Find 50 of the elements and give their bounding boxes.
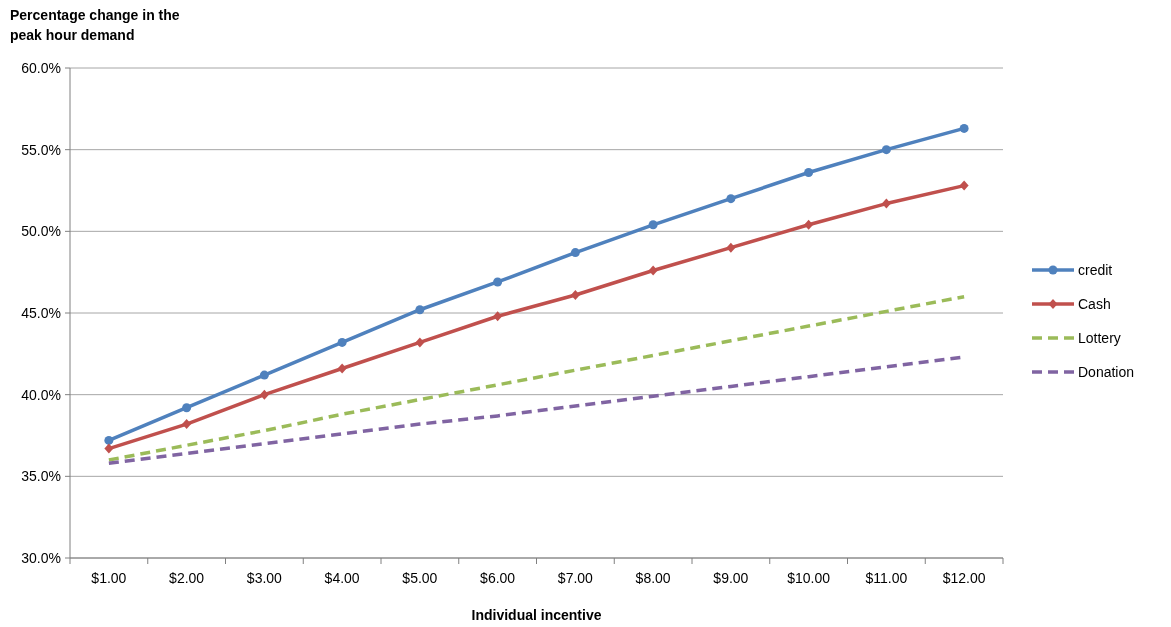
- point: [881, 145, 891, 155]
- point: [959, 123, 969, 133]
- point: [337, 337, 347, 347]
- point: [493, 311, 503, 322]
- point: [337, 363, 347, 374]
- y-tick-label: 50.0%: [21, 223, 61, 240]
- x-tick-label: $4.00: [324, 570, 360, 586]
- point: [726, 242, 736, 253]
- y-tick-label: 60.0%: [21, 59, 61, 76]
- legend-label: Donation: [1078, 363, 1135, 380]
- x-tick-label: $12.00: [942, 570, 986, 586]
- x-tick-label: $6.00: [480, 570, 516, 586]
- point: [881, 198, 891, 209]
- point: [259, 370, 269, 380]
- x-tick-label: $11.00: [865, 570, 908, 586]
- x-tick-label: $9.00: [713, 570, 749, 586]
- point: [804, 219, 814, 230]
- point: [959, 180, 969, 191]
- point: [648, 220, 658, 230]
- y-tick-label: 55.0%: [21, 141, 61, 158]
- x-tick-label: $7.00: [557, 570, 594, 586]
- legend-label: credit: [1078, 261, 1113, 278]
- legend-label: Lottery: [1078, 329, 1121, 346]
- point: [570, 248, 580, 258]
- legend-label: Cash: [1078, 295, 1111, 312]
- point: [570, 290, 580, 301]
- point: [493, 277, 503, 287]
- y-tick-label: 35.0%: [21, 468, 61, 485]
- point: [726, 194, 736, 204]
- y-axis-title: Percentage change in the peak hour demand: [10, 7, 180, 43]
- y-tick-label: 45.0%: [21, 304, 61, 321]
- x-tick-label: $1.00: [91, 570, 127, 586]
- x-axis-title: Individual incentive: [471, 607, 602, 623]
- x-tick-label: $3.00: [246, 570, 283, 586]
- x-tick-label: $2.00: [169, 570, 205, 586]
- point: [648, 265, 658, 276]
- point: [182, 419, 192, 430]
- point: [804, 168, 814, 178]
- point: [259, 389, 269, 400]
- point: [182, 403, 192, 413]
- y-tick-label: 30.0%: [21, 549, 61, 566]
- point: [415, 337, 425, 348]
- x-tick-label: $5.00: [402, 570, 438, 586]
- x-tick-label: $10.00: [787, 570, 831, 586]
- point: [104, 443, 114, 454]
- line-series: [107, 294, 966, 462]
- y-tick-label: 40.0%: [21, 386, 61, 403]
- x-tick-label: $8.00: [635, 570, 671, 586]
- point: [415, 305, 425, 315]
- point: [104, 435, 114, 445]
